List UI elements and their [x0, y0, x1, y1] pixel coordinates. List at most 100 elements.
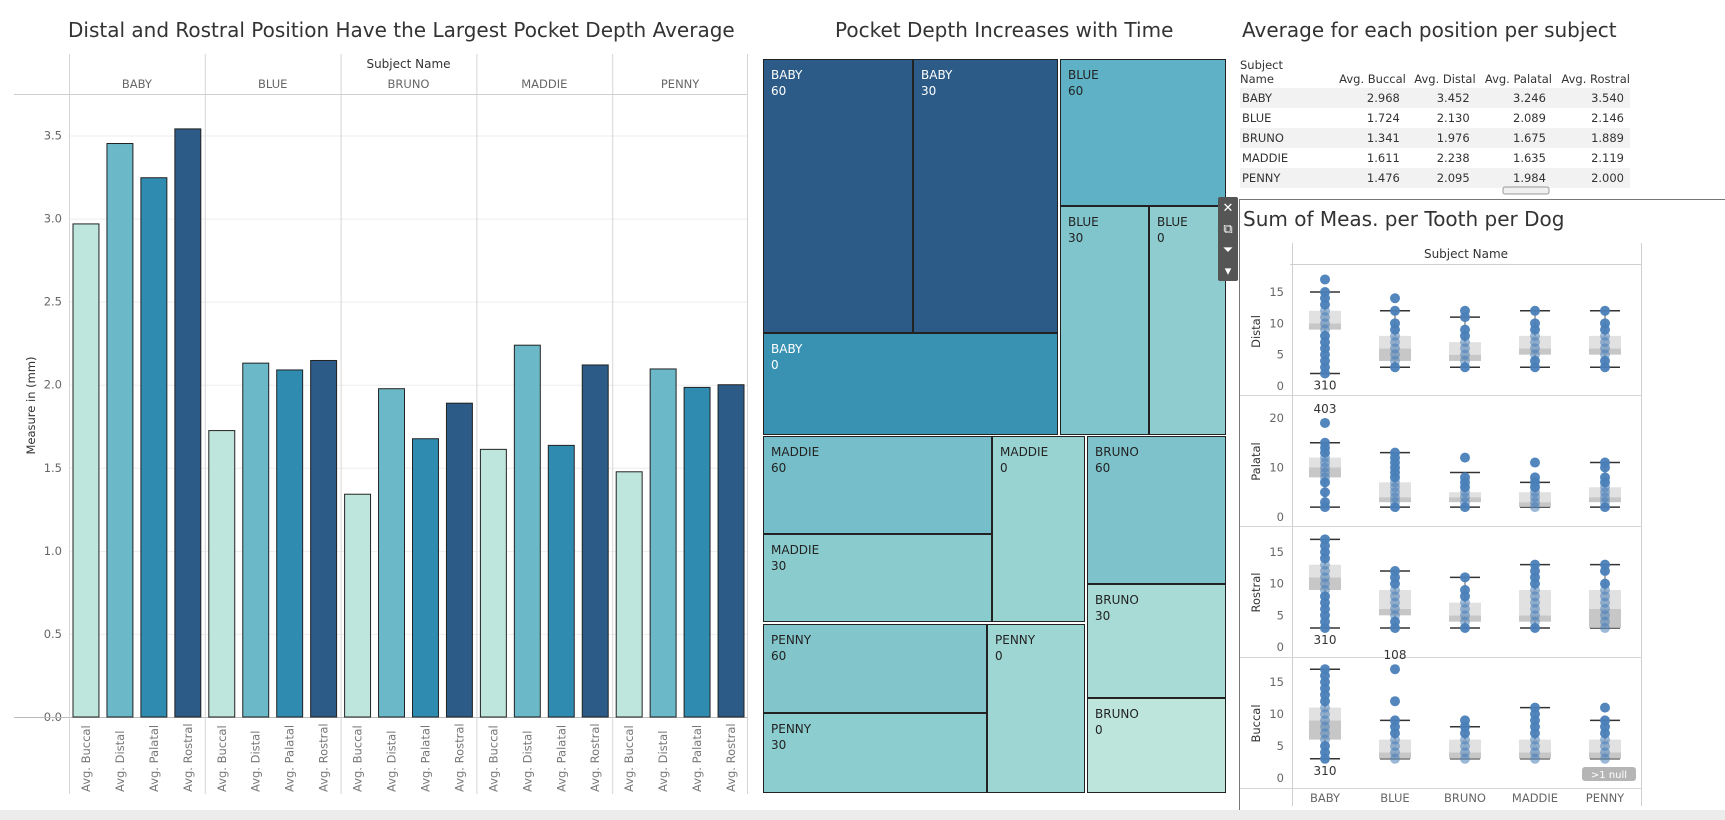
data-point[interactable]	[1600, 457, 1610, 468]
data-point[interactable]	[1460, 324, 1470, 335]
treemap-cell[interactable]	[913, 59, 1058, 333]
bar[interactable]	[276, 369, 304, 718]
resize-handle[interactable]	[1502, 186, 1550, 195]
treemap-cell[interactable]	[1087, 436, 1226, 584]
data-point[interactable]	[1600, 715, 1610, 726]
more-icon[interactable]: ▾	[1224, 263, 1232, 278]
bar[interactable]	[479, 448, 507, 718]
data-point[interactable]	[1530, 472, 1540, 483]
treemap-cell[interactable]	[763, 59, 913, 333]
bar[interactable]	[615, 471, 643, 718]
data-point[interactable]	[1320, 274, 1330, 285]
treemap-cell[interactable]	[1087, 698, 1226, 793]
data-point[interactable]	[1390, 566, 1400, 576]
bar[interactable]	[412, 438, 439, 718]
popout-icon[interactable]: ⧉	[1223, 221, 1233, 236]
y-tick-label: 5	[1277, 739, 1284, 753]
data-point[interactable]	[1320, 497, 1330, 508]
bar[interactable]	[106, 143, 134, 718]
data-point[interactable]	[1600, 305, 1610, 316]
data-point[interactable]	[1390, 696, 1400, 707]
bar[interactable]	[174, 128, 202, 718]
data-point[interactable]	[1600, 559, 1610, 570]
data-point[interactable]	[1600, 578, 1610, 589]
treemap-cell[interactable]	[763, 333, 1058, 435]
treemap-cell[interactable]	[763, 713, 987, 793]
data-point[interactable]	[1320, 487, 1330, 498]
treemap-cell[interactable]	[1060, 59, 1226, 206]
treemap-time-label: 60	[771, 461, 786, 475]
data-point[interactable]	[1390, 318, 1400, 329]
bar[interactable]	[649, 368, 677, 718]
data-point[interactable]	[1600, 472, 1610, 483]
treemap-cell[interactable]	[987, 624, 1085, 793]
table-header[interactable]: Subject Name	[1240, 58, 1283, 86]
data-label: 108	[1384, 648, 1407, 662]
bar[interactable]	[310, 359, 338, 718]
data-point[interactable]	[1320, 287, 1330, 297]
data-point[interactable]	[1600, 702, 1610, 713]
data-point[interactable]	[1320, 664, 1330, 675]
x-tick-label: Avg. Rostral	[588, 723, 602, 792]
data-point[interactable]	[1320, 534, 1330, 545]
treemap-subject-label: PENNY	[771, 722, 812, 736]
treemap-cell[interactable]	[763, 436, 992, 534]
treemap-subject-label: MADDIE	[771, 543, 819, 557]
treemap-subject-label: BRUNO	[1095, 593, 1139, 607]
close-icon[interactable]: ✕	[1222, 200, 1234, 215]
data-point[interactable]	[1390, 305, 1400, 316]
treemap-cell[interactable]	[1149, 206, 1226, 435]
data-point[interactable]	[1600, 318, 1610, 329]
treemap-cell[interactable]	[763, 534, 992, 622]
null-indicator[interactable]	[1582, 767, 1636, 781]
bar[interactable]	[242, 362, 270, 718]
treemap-time-label: 0	[1157, 231, 1165, 245]
data-point[interactable]	[1460, 715, 1470, 726]
x-tick-label: BLUE	[1380, 791, 1409, 805]
data-point[interactable]	[1530, 318, 1540, 329]
data-point[interactable]	[1390, 293, 1400, 304]
data-point[interactable]	[1530, 457, 1540, 468]
treemap-cell[interactable]	[763, 624, 987, 713]
y-tick-label: 5	[1277, 608, 1284, 622]
bar[interactable]	[547, 444, 575, 718]
bar[interactable]	[140, 177, 168, 718]
treemap-time-label: 30	[771, 738, 786, 752]
data-point[interactable]	[1530, 305, 1540, 316]
box-header-label: Subject Name	[1424, 247, 1508, 261]
bar[interactable]	[445, 402, 473, 718]
bar[interactable]	[72, 223, 100, 718]
bar[interactable]	[683, 386, 711, 718]
data-point[interactable]	[1390, 447, 1400, 458]
treemap-cell[interactable]	[1087, 584, 1226, 698]
table-header[interactable]: Avg. Buccal	[1339, 72, 1406, 86]
data-point[interactable]	[1530, 559, 1540, 570]
subject-header: BABY	[122, 77, 153, 91]
bar[interactable]	[344, 493, 372, 718]
data-point[interactable]	[1460, 572, 1470, 583]
data-point[interactable]	[1530, 702, 1540, 713]
data-point[interactable]	[1390, 715, 1400, 726]
treemap-cell[interactable]	[1060, 206, 1149, 435]
treemap-time-label: 60	[1095, 461, 1110, 475]
data-point[interactable]	[1460, 452, 1470, 463]
data-point[interactable]	[1460, 585, 1470, 595]
filter-icon[interactable]: ⏷	[1222, 242, 1234, 257]
data-point[interactable]	[1320, 417, 1330, 428]
bar[interactable]	[378, 388, 405, 718]
table-header[interactable]: Avg. Rostral	[1561, 72, 1630, 86]
data-point[interactable]	[1460, 472, 1470, 483]
table-row: BLUE 1.724 2.130 2.089 2.146	[1240, 108, 1630, 128]
bar[interactable]	[513, 344, 541, 718]
treemap-cell[interactable]	[992, 436, 1085, 622]
table-header[interactable]: Avg. Distal	[1414, 72, 1476, 86]
table-value-cell: 2.130	[1436, 111, 1470, 125]
bar[interactable]	[717, 384, 745, 718]
table-header[interactable]: Avg. Palatal	[1484, 72, 1552, 86]
bar-chart-title: Distal and Rostral Position Have the Lar…	[68, 18, 735, 42]
bar[interactable]	[581, 364, 609, 718]
data-point[interactable]	[1390, 664, 1400, 675]
bar[interactable]	[208, 430, 236, 718]
data-point[interactable]	[1320, 437, 1330, 448]
data-point[interactable]	[1460, 305, 1470, 316]
